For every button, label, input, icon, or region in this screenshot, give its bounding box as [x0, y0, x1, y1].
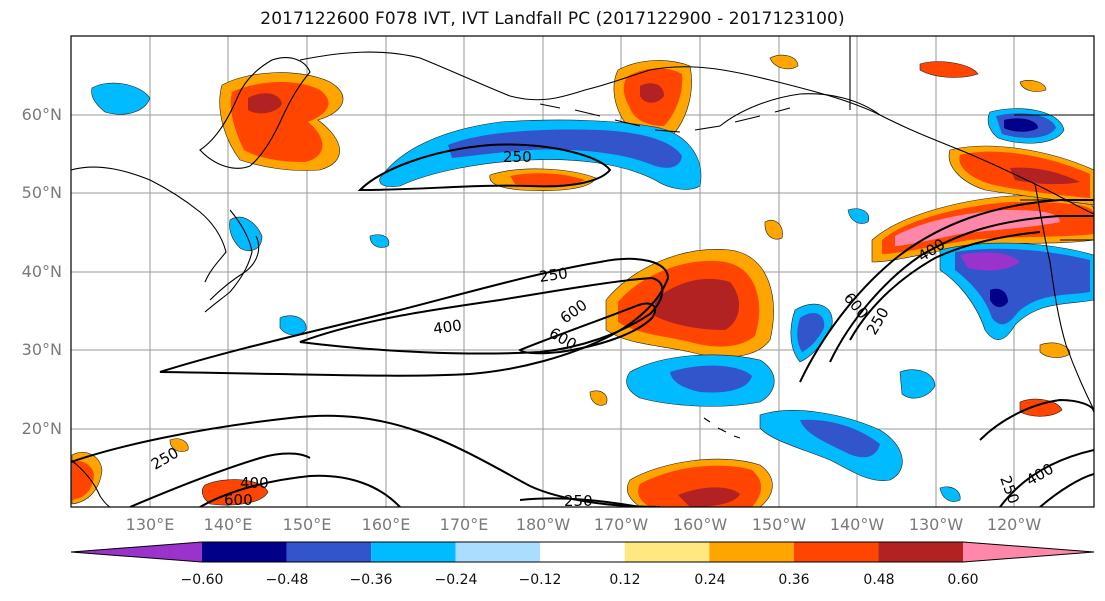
- lat-label-20n: 20°N: [21, 419, 62, 438]
- colorbar-tick-label: 0.24: [694, 572, 726, 588]
- lat-label-30n: 30°N: [21, 340, 62, 359]
- colorbar-tick-label: −0.24: [434, 572, 478, 588]
- lat-label-40n: 40°N: [21, 262, 62, 281]
- colorbar-bin: [963, 542, 1094, 562]
- colorbar-tick-label: 0.12: [609, 572, 641, 588]
- negative-pc-regions: [91, 82, 1094, 502]
- lon-label-140e: 140°E: [203, 515, 253, 534]
- contour-label-400-c: 400: [240, 474, 269, 492]
- contour-label-600-d: 600: [224, 491, 253, 509]
- lon-label-160w: 160°W: [672, 515, 728, 534]
- map-frame: [70, 35, 1095, 508]
- colorbar-bin: [709, 542, 794, 562]
- colorbar-bin: [624, 542, 710, 562]
- lon-label-120w: 120°W: [986, 515, 1042, 534]
- lon-label-130e: 130°E: [125, 515, 175, 534]
- colorbar-tick-label: −0.60: [180, 572, 224, 588]
- colorbar-tick-label: 0.60: [947, 572, 979, 588]
- lon-label-160e: 160°E: [361, 515, 411, 534]
- lon-label-180w: 180°W: [515, 515, 571, 534]
- colorbar-bin: [540, 542, 625, 562]
- colorbar-bin: [371, 542, 456, 562]
- lon-label-170e: 170°E: [439, 515, 489, 534]
- lon-label-170w: 170°W: [593, 515, 649, 534]
- colorbar-outline: [70, 541, 1095, 563]
- ivt-contours: [71, 143, 1094, 507]
- colorbar-bin: [455, 542, 541, 562]
- colorbar-tick-label: −0.12: [518, 572, 562, 588]
- contour-label-250-a: 250: [503, 148, 532, 166]
- colorbar-bin: [878, 542, 963, 562]
- colorbar-tick-label: 0.36: [778, 572, 810, 588]
- colorbar-bin: [286, 542, 372, 562]
- colorbar-tick-label: −0.48: [265, 572, 309, 588]
- coastlines: [71, 36, 1094, 507]
- lon-label-150w: 150°W: [751, 515, 807, 534]
- lat-label-60n: 60°N: [21, 105, 62, 124]
- contour-label-400-a: 400: [432, 316, 463, 338]
- lon-label-130w: 130°W: [908, 515, 964, 534]
- colorbar-tick-label: −0.36: [349, 572, 393, 588]
- colorbar-bin: [793, 542, 879, 562]
- lat-label-50n: 50°N: [21, 183, 62, 202]
- colorbar: [70, 541, 1095, 563]
- colorbar-bin: [202, 542, 287, 562]
- gridlines: [71, 36, 1094, 507]
- lon-label-150e: 150°E: [282, 515, 332, 534]
- colorbar-bin: [71, 542, 202, 562]
- contour-label-250-e: 250: [564, 492, 593, 510]
- colorbar-tick-label: 0.48: [863, 572, 895, 588]
- map-title: 2017122600 F078 IVT, IVT Landfall PC (20…: [260, 9, 845, 29]
- lon-label-140w: 140°W: [829, 515, 885, 534]
- contour-label-250-b: 250: [538, 264, 569, 286]
